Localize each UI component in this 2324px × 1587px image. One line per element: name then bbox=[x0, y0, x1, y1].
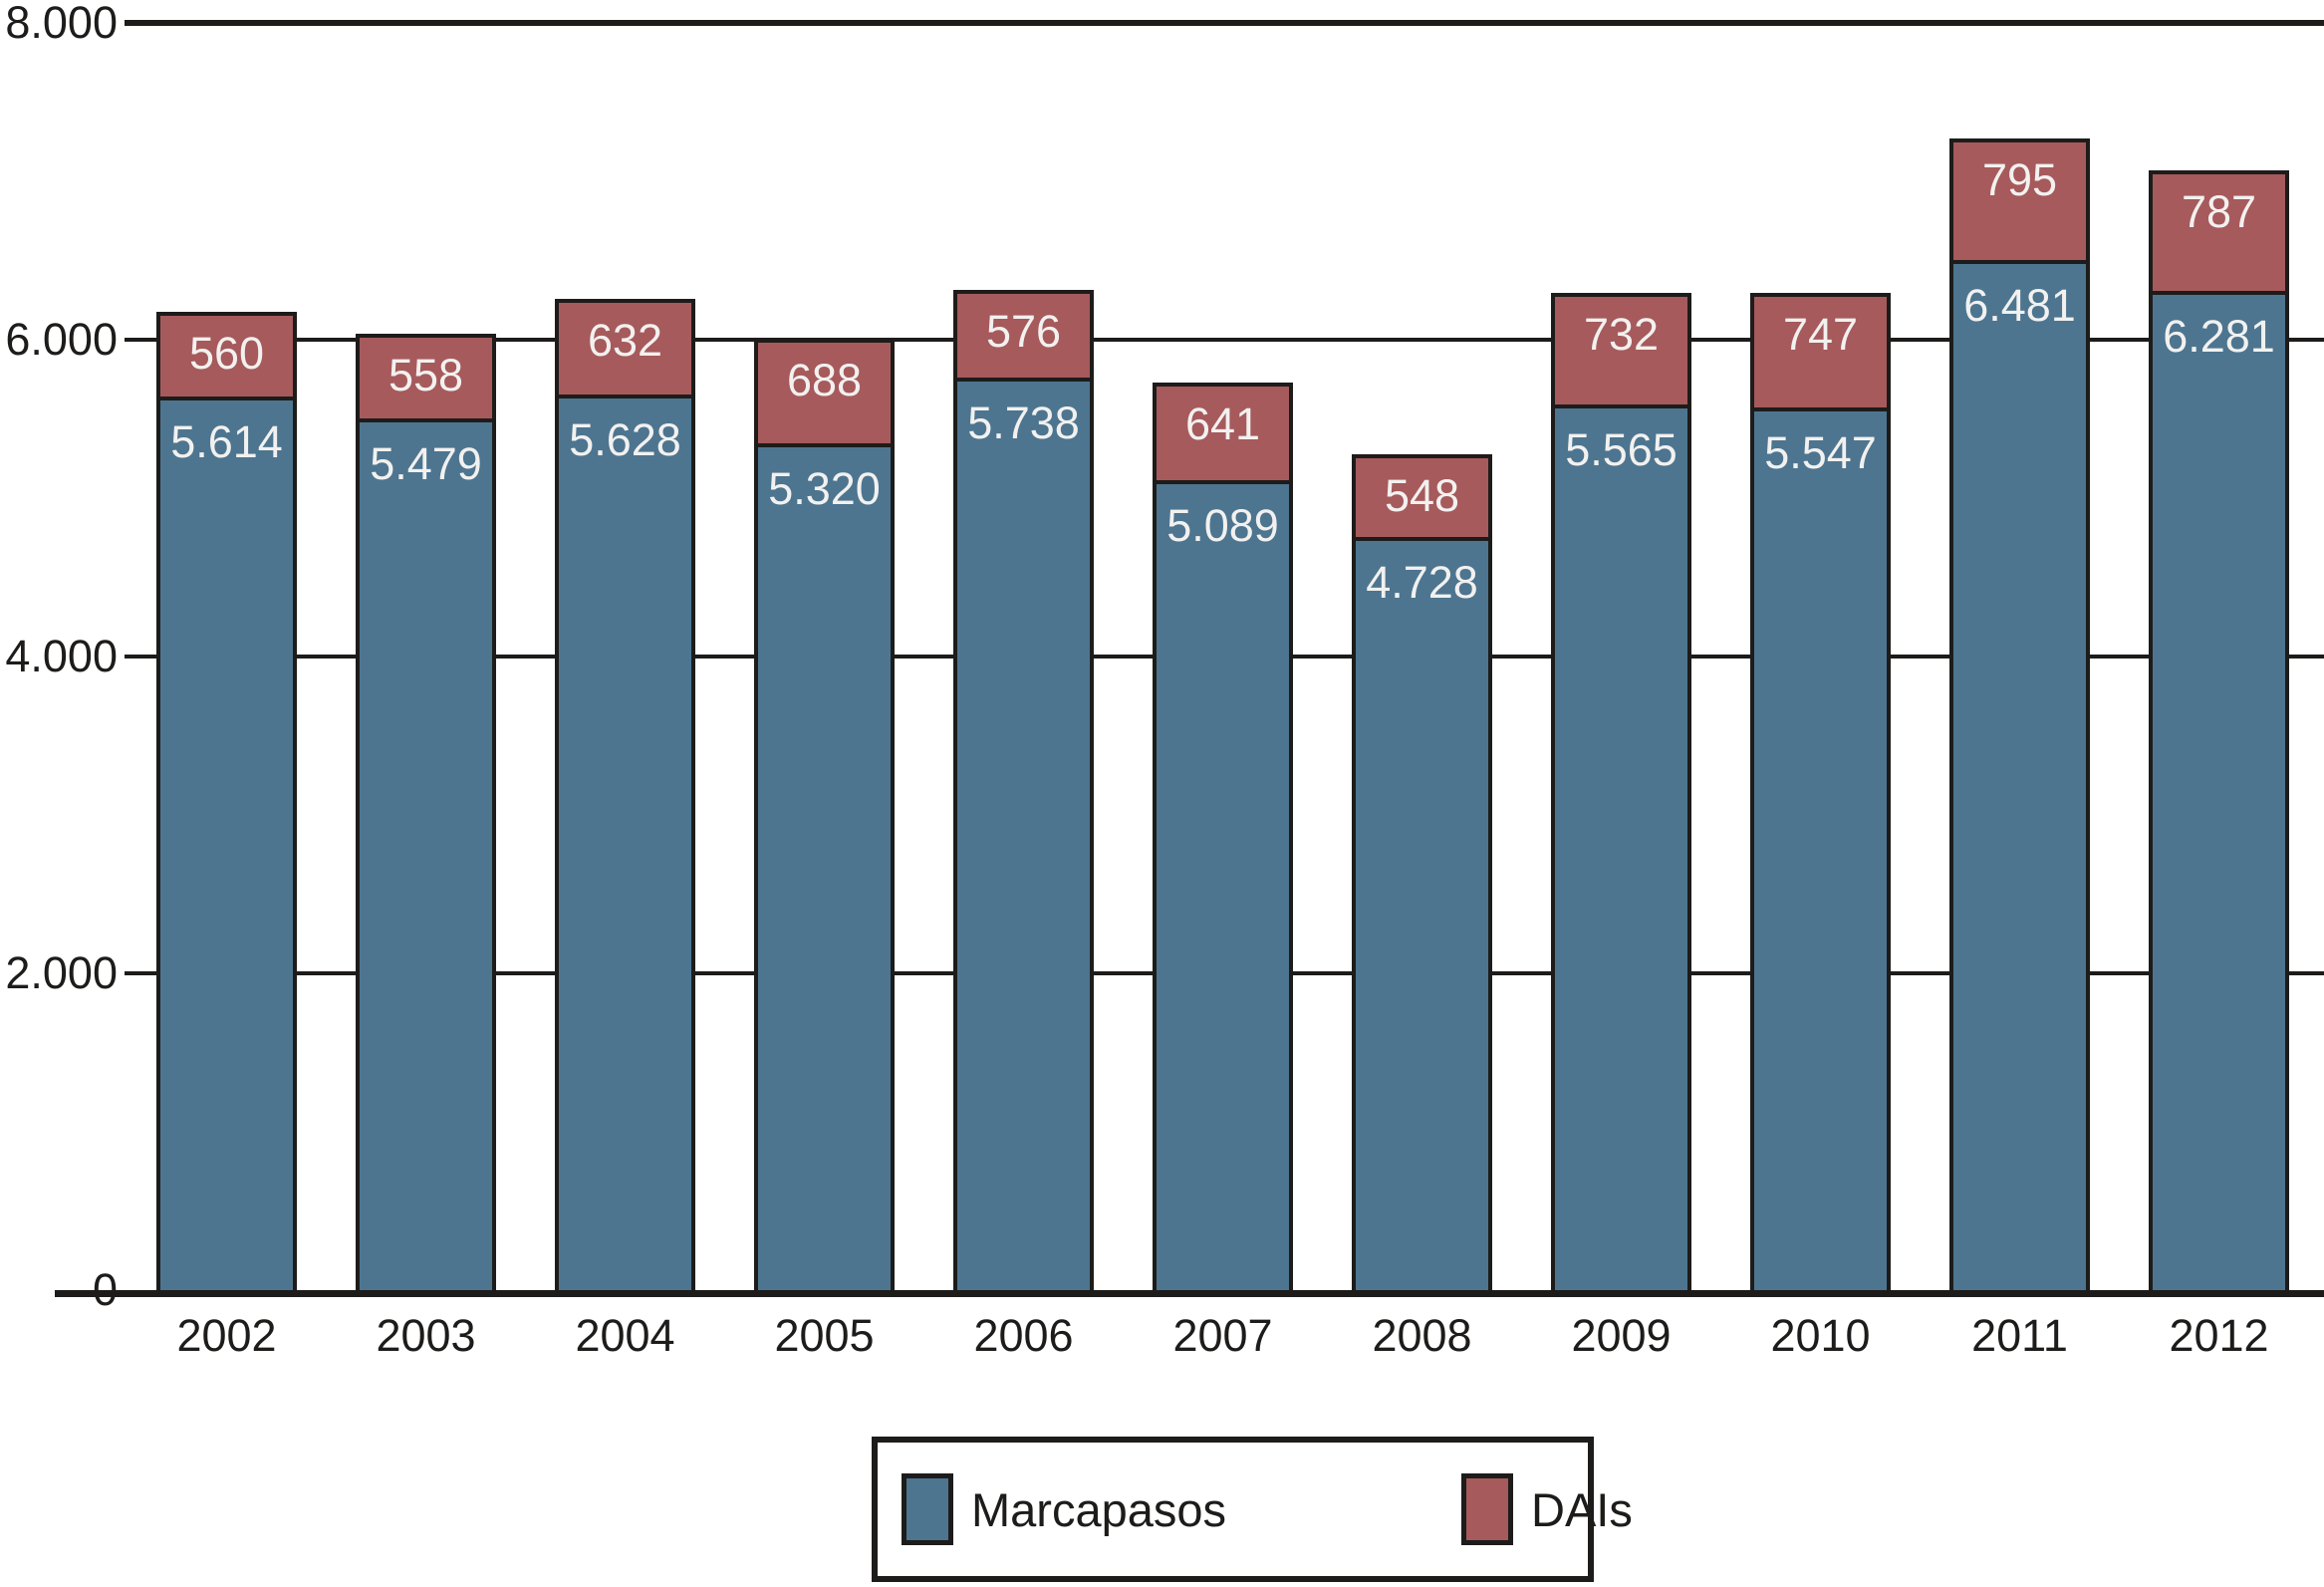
legend-swatch-marcapasos-icon bbox=[902, 1473, 953, 1545]
bar-segment-dais-2003: 558 bbox=[356, 334, 496, 422]
x-tick-label-2004: 2004 bbox=[575, 1310, 675, 1361]
legend-swatch-dais-icon bbox=[1461, 1473, 1513, 1545]
bar-segment-dais-2007: 641 bbox=[1153, 383, 1293, 484]
y-tick-label-4000: 4.000 bbox=[5, 631, 118, 681]
bar-value-dais-2007: 641 bbox=[1184, 398, 1261, 449]
gridline-0 bbox=[55, 1290, 2324, 1297]
bar-value-dais-2003: 558 bbox=[387, 350, 464, 400]
bar-segment-marcapasos-2011: 6.481 bbox=[1949, 264, 2090, 1290]
x-tick-label-2005: 2005 bbox=[774, 1310, 875, 1361]
bar-value-marcapasos-2006: 5.738 bbox=[967, 397, 1080, 448]
y-axis-labels: 0 2.000 4.000 6.000 8.000 bbox=[0, 0, 118, 1315]
legend-label-dais: DAIs bbox=[1531, 1482, 1633, 1536]
legend-item-marcapasos: Marcapasos bbox=[902, 1473, 1226, 1545]
bar-value-dais-2006: 576 bbox=[985, 306, 1062, 357]
bar-value-marcapasos-2012: 6.281 bbox=[2163, 311, 2275, 362]
bar-group-2007: 641 5.089 2007 bbox=[1153, 23, 1293, 1361]
bar-value-marcapasos-2011: 6.481 bbox=[1963, 280, 2076, 331]
bar-value-dais-2005: 688 bbox=[786, 355, 863, 405]
legend-label-marcapasos: Marcapasos bbox=[971, 1482, 1226, 1536]
y-tick-label-6000: 6.000 bbox=[5, 314, 118, 365]
bar-segment-dais-2002: 560 bbox=[156, 312, 297, 400]
bar-segment-marcapasos-2006: 5.738 bbox=[953, 382, 1094, 1290]
bar-group-2006: 576 5.738 2006 bbox=[953, 23, 1094, 1361]
x-tick-label-2009: 2009 bbox=[1571, 1310, 1672, 1361]
bars-layer: 560 5.614 2002 558 5.479 2003 632 5.628 2004 688 5… bbox=[156, 23, 2289, 1361]
bar-segment-marcapasos-2012: 6.281 bbox=[2149, 295, 2289, 1290]
bar-segment-marcapasos-2002: 5.614 bbox=[156, 400, 297, 1290]
bar-group-2009: 732 5.565 2009 bbox=[1551, 23, 1691, 1361]
bar-value-marcapasos-2008: 4.728 bbox=[1366, 557, 1478, 608]
bar-group-2011: 795 6.481 2011 bbox=[1949, 23, 2090, 1361]
bar-value-dais-2008: 548 bbox=[1384, 470, 1460, 521]
bar-segment-dais-2010: 747 bbox=[1750, 293, 1891, 411]
bar-segment-dais-2009: 732 bbox=[1551, 293, 1691, 408]
y-tick-label-2000: 2.000 bbox=[5, 947, 118, 998]
y-tick-label-0: 0 bbox=[0, 1262, 118, 1318]
x-tick-label-2007: 2007 bbox=[1172, 1310, 1273, 1361]
bar-value-marcapasos-2004: 5.628 bbox=[569, 414, 681, 465]
bar-value-marcapasos-2009: 5.565 bbox=[1565, 424, 1678, 475]
gridline-8000 bbox=[125, 20, 2324, 26]
bar-value-dais-2002: 560 bbox=[188, 328, 265, 379]
bar-segment-marcapasos-2004: 5.628 bbox=[555, 398, 695, 1290]
bar-value-dais-2010: 747 bbox=[1782, 309, 1859, 360]
bar-segment-dais-2006: 576 bbox=[953, 290, 1094, 382]
bar-value-marcapasos-2002: 5.614 bbox=[170, 416, 283, 467]
bar-value-dais-2011: 795 bbox=[1981, 154, 2058, 205]
bar-segment-marcapasos-2007: 5.089 bbox=[1153, 484, 1293, 1290]
bar-value-marcapasos-2003: 5.479 bbox=[370, 438, 482, 489]
x-tick-label-2003: 2003 bbox=[376, 1310, 476, 1361]
bar-value-marcapasos-2005: 5.320 bbox=[768, 463, 881, 514]
x-tick-label-2010: 2010 bbox=[1770, 1310, 1871, 1361]
bar-group-2005: 688 5.320 2005 bbox=[754, 23, 895, 1361]
bar-segment-marcapasos-2003: 5.479 bbox=[356, 422, 496, 1290]
bar-segment-marcapasos-2009: 5.565 bbox=[1551, 408, 1691, 1290]
bar-segment-dais-2011: 795 bbox=[1949, 138, 2090, 264]
gridline-6000 bbox=[125, 338, 2324, 342]
bar-segment-dais-2012: 787 bbox=[2149, 170, 2289, 295]
bar-group-2008: 548 4.728 2008 bbox=[1352, 23, 1492, 1361]
bar-value-dais-2012: 787 bbox=[2181, 186, 2257, 237]
x-tick-label-2006: 2006 bbox=[973, 1310, 1074, 1361]
x-tick-label-2011: 2011 bbox=[1971, 1310, 2068, 1361]
bar-value-dais-2004: 632 bbox=[587, 315, 663, 366]
bar-group-2012: 787 6.281 2012 bbox=[2149, 23, 2289, 1361]
bar-segment-marcapasos-2008: 4.728 bbox=[1352, 541, 1492, 1290]
bar-segment-dais-2004: 632 bbox=[555, 299, 695, 398]
bar-segment-dais-2005: 688 bbox=[754, 339, 895, 447]
x-tick-label-2008: 2008 bbox=[1372, 1310, 1472, 1361]
bar-segment-marcapasos-2005: 5.320 bbox=[754, 447, 895, 1290]
bar-value-marcapasos-2007: 5.089 bbox=[1166, 500, 1279, 551]
bar-segment-dais-2008: 548 bbox=[1352, 454, 1492, 541]
bar-group-2003: 558 5.479 2003 bbox=[356, 23, 496, 1361]
bar-group-2010: 747 5.547 2010 bbox=[1750, 23, 1891, 1361]
bar-group-2002: 560 5.614 2002 bbox=[156, 23, 297, 1361]
bar-value-dais-2009: 732 bbox=[1583, 309, 1660, 360]
bar-segment-marcapasos-2010: 5.547 bbox=[1750, 411, 1891, 1290]
legend-item-dais: DAIs bbox=[1461, 1473, 1633, 1545]
bar-group-2004: 632 5.628 2004 bbox=[555, 23, 695, 1361]
x-tick-label-2012: 2012 bbox=[2169, 1310, 2269, 1361]
bar-value-marcapasos-2010: 5.547 bbox=[1764, 427, 1877, 478]
legend: Marcapasos DAIs bbox=[872, 1437, 1633, 1582]
y-tick-label-8000: 8.000 bbox=[5, 0, 118, 48]
x-tick-label-2002: 2002 bbox=[176, 1310, 277, 1361]
